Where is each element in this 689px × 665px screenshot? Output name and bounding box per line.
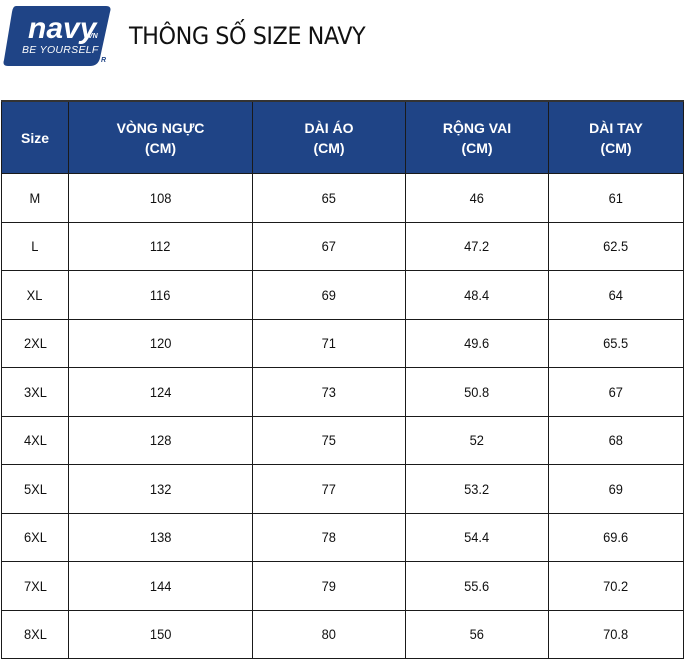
cell-sleeve: 67 xyxy=(548,367,684,417)
table-row: 2XL 120 71 49.6 65.5 xyxy=(1,318,684,368)
cell-chest: 128 xyxy=(68,415,253,465)
cell-chest: 116 xyxy=(68,270,253,320)
size-chart-table: Size VÒNG NGỰC (CM) DÀI ÁO (CM) RỘNG VAI (C… xyxy=(1,100,684,659)
logo-brand: navy xyxy=(28,12,98,45)
cell-length: 67 xyxy=(252,221,406,271)
column-header-sleeve: DÀI TAY (CM) xyxy=(548,100,684,174)
cell-chest: 132 xyxy=(68,464,253,514)
cell-chest: 124 xyxy=(68,367,253,417)
cell-sleeve: 62.5 xyxy=(548,221,684,271)
cell-shoulder: 48.4 xyxy=(405,270,549,320)
table-row: M 108 65 46 61 xyxy=(1,173,684,223)
cell-shoulder: 46 xyxy=(405,173,549,223)
cell-length: 69 xyxy=(252,270,406,320)
cell-size: 3XL xyxy=(1,367,69,417)
table-row: 6XL 138 78 54.4 69.6 xyxy=(1,512,684,562)
cell-chest: 112 xyxy=(68,221,253,271)
cell-shoulder: 49.6 xyxy=(405,318,549,368)
cell-size: 7XL xyxy=(1,561,69,611)
cell-shoulder: 50.8 xyxy=(405,367,549,417)
table-row: 7XL 144 79 55.6 70.2 xyxy=(1,561,684,611)
cell-length: 79 xyxy=(252,561,406,611)
cell-shoulder: 54.4 xyxy=(405,512,549,562)
column-header-shoulder: RỘNG VAI (CM) xyxy=(405,100,549,174)
cell-chest: 150 xyxy=(68,609,253,659)
cell-sleeve: 65.5 xyxy=(548,318,684,368)
cell-length: 65 xyxy=(252,173,406,223)
table-row: 8XL 150 80 56 70.8 xyxy=(1,609,684,659)
column-header-length: DÀI ÁO (CM) xyxy=(252,100,406,174)
cell-shoulder: 47.2 xyxy=(405,221,549,271)
cell-sleeve: 70.2 xyxy=(548,561,684,611)
logo-suffix: .VN xyxy=(86,33,99,40)
column-header-chest: VÒNG NGỰC (CM) xyxy=(68,100,253,174)
cell-sleeve: 64 xyxy=(548,270,684,320)
table-row: 4XL 128 75 52 68 xyxy=(1,415,684,465)
cell-size: 2XL xyxy=(1,318,69,368)
cell-length: 80 xyxy=(252,609,406,659)
logo-registered-mark: R xyxy=(101,57,106,64)
cell-sleeve: 68 xyxy=(548,415,684,465)
cell-length: 78 xyxy=(252,512,406,562)
cell-sleeve: 69 xyxy=(548,464,684,514)
navy-logo: navy .VN BE YOURSELF R xyxy=(2,2,112,70)
cell-length: 71 xyxy=(252,318,406,368)
table-row: L 112 67 47.2 62.5 xyxy=(1,221,684,271)
cell-chest: 120 xyxy=(68,318,253,368)
cell-length: 77 xyxy=(252,464,406,514)
cell-chest: 144 xyxy=(68,561,253,611)
table-row: XL 116 69 48.4 64 xyxy=(1,270,684,320)
table-row: 5XL 132 77 53.2 69 xyxy=(1,464,684,514)
cell-shoulder: 52 xyxy=(405,415,549,465)
cell-size: XL xyxy=(1,270,69,320)
cell-shoulder: 56 xyxy=(405,609,549,659)
cell-shoulder: 55.6 xyxy=(405,561,549,611)
table-row: 3XL 124 73 50.8 67 xyxy=(1,367,684,417)
cell-sleeve: 70.8 xyxy=(548,609,684,659)
cell-sleeve: 69.6 xyxy=(548,512,684,562)
cell-length: 73 xyxy=(252,367,406,417)
cell-chest: 108 xyxy=(68,173,253,223)
column-header-size: Size xyxy=(1,100,69,174)
cell-chest: 138 xyxy=(68,512,253,562)
cell-size: 6XL xyxy=(1,512,69,562)
table-header-row: Size VÒNG NGỰC (CM) DÀI ÁO (CM) RỘNG VAI (C… xyxy=(1,100,684,174)
cell-size: L xyxy=(1,221,69,271)
cell-shoulder: 53.2 xyxy=(405,464,549,514)
cell-size: 4XL xyxy=(1,415,69,465)
cell-size: M xyxy=(1,173,69,223)
logo-tagline: BE YOURSELF xyxy=(22,44,99,56)
page-title: THÔNG SỐ SIZE NAVY xyxy=(129,22,366,50)
cell-size: 8XL xyxy=(1,609,69,659)
cell-size: 5XL xyxy=(1,464,69,514)
cell-length: 75 xyxy=(252,415,406,465)
cell-sleeve: 61 xyxy=(548,173,684,223)
